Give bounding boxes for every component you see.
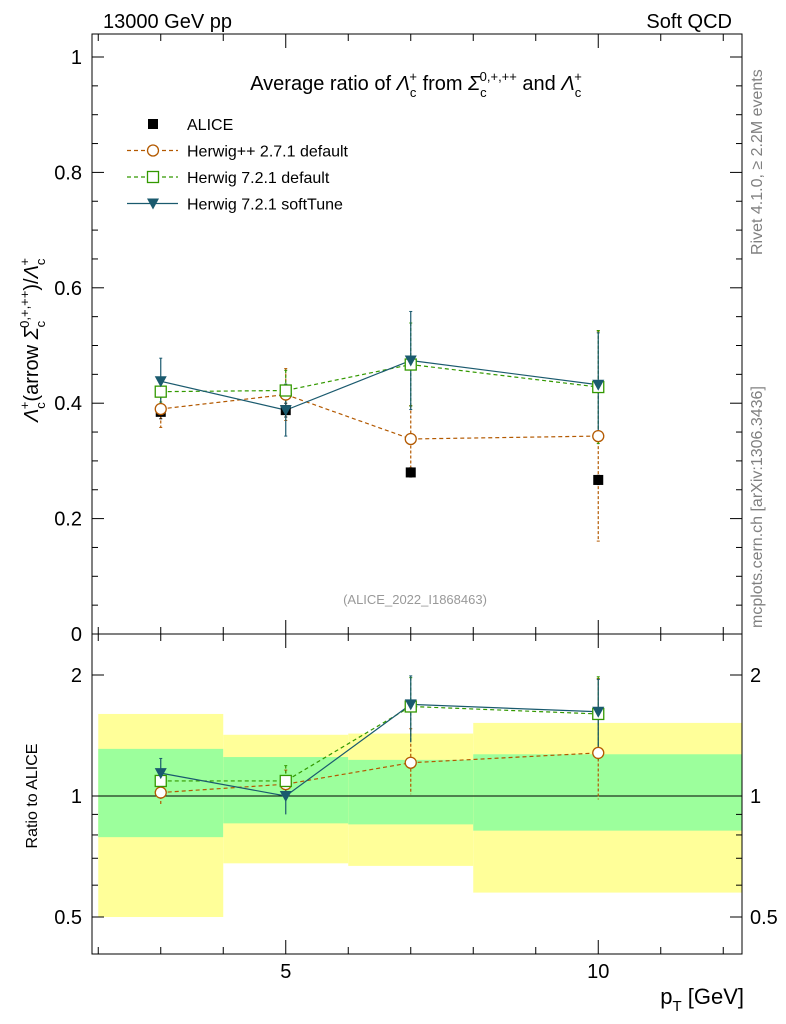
main-series-line: [160, 393, 599, 440]
ratio-y-axis-label: Ratio to ALICE: [24, 744, 41, 849]
xtick-label: 5: [280, 961, 291, 983]
main-ytick-label: 0.4: [54, 393, 82, 415]
legend-marker: [146, 144, 160, 157]
legend: ALICE Herwig++ 2.7.1 default Herwig 7.2.1 …: [127, 117, 349, 214]
main-ytick-label: 0.2: [54, 509, 82, 531]
legend-marker: [146, 170, 160, 184]
main-point: [279, 384, 292, 397]
legend-label: Herwig 7.2.1 default: [187, 170, 330, 187]
main-point: [154, 385, 167, 398]
legend-label: ALICE: [187, 117, 233, 134]
plot-title: Average ratio of Λc+ from Σc0,+,++ and Λ…: [250, 69, 582, 100]
mcplots-label: mcplots.cern.ch [arXiv:1306.3436]: [749, 386, 766, 628]
ratio-series-line: [160, 752, 599, 794]
ratio-panel: 0.5 0.5 1 1 2 2 5 10 Ratio to ALICE: [24, 633, 778, 983]
ratio-point: [154, 768, 167, 780]
ratio-inner-band: [473, 754, 742, 831]
main-ytick-label: 1: [71, 47, 82, 69]
main-point: [593, 474, 604, 485]
main-markers: [154, 355, 605, 485]
energy-label: 13000 GeV pp: [103, 11, 232, 33]
ratio-point: [279, 791, 292, 802]
legend-label: Herwig++ 2.7.1 default: [187, 144, 349, 161]
ratio-ticks: 0.5 0.5 1 1 2 2 5 10: [54, 634, 778, 983]
main-ytick-label: 0: [71, 624, 82, 646]
ratio-ytick-label-right: 2: [750, 665, 761, 687]
main-point: [154, 402, 167, 416]
main-series-line: [160, 363, 599, 393]
category-label: Soft QCD: [646, 11, 732, 33]
ratio-point: [404, 699, 417, 711]
main-ytick-label: 0.6: [54, 278, 82, 300]
ratio-point: [279, 774, 292, 788]
ratio-point: [404, 756, 417, 769]
ratio-point: [592, 706, 605, 718]
ratio-ytick-label: 2: [71, 665, 82, 687]
xtick-label: 10: [587, 961, 609, 983]
ratio-ytick-label-right: 1: [750, 786, 761, 808]
main-watermark: (ALICE_2022_I1868463): [343, 592, 487, 607]
y-axis-label: Λc+(arrow Σc0,+,++)/Λc+: [17, 258, 48, 423]
main-point: [592, 429, 605, 443]
ratio-frame: [91, 633, 743, 955]
ratio-point: [592, 746, 605, 760]
x-axis-label: pT [GeV]: [660, 984, 744, 1015]
ratio-series-lines: [160, 703, 599, 797]
ratio-point: [154, 786, 167, 799]
ratio-markers: [154, 699, 605, 802]
main-error-bars: [159, 310, 600, 542]
ratio-bands: [98, 713, 742, 917]
ratio-ytick-label: 1: [71, 786, 82, 808]
main-point: [404, 432, 417, 446]
main-point: [279, 405, 292, 417]
main-point: [404, 355, 417, 367]
rivet-label: Rivet 4.1.0, ≥ 2.2M events: [749, 69, 766, 255]
ratio-ytick-label-right: 0.5: [750, 907, 778, 929]
legend-marker: [148, 119, 158, 129]
main-series-line: [160, 359, 599, 411]
main-point: [154, 376, 167, 388]
main-series-lines: [160, 359, 599, 440]
ratio-series-line: [160, 705, 599, 782]
main-ticks: 0 0.2 0.4 0.6 0.8 1: [54, 34, 742, 646]
main-point: [592, 379, 605, 391]
main-ytick-label: 0.8: [54, 162, 82, 184]
ratio-ytick-label: 0.5: [54, 907, 82, 929]
ratio-series-line: [160, 703, 599, 797]
legend-marker: [147, 198, 159, 210]
main-point: [405, 467, 416, 478]
main-panel: 0 0.2 0.4 0.6 0.8 1 (ALICE_2022_I1868463) Ave…: [17, 33, 743, 646]
legend-label: Herwig 7.2.1 softTune: [187, 197, 343, 214]
